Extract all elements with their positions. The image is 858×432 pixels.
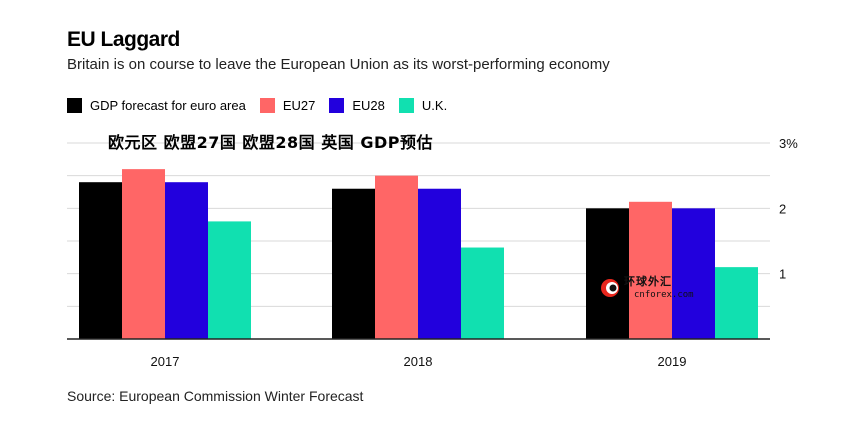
- bar-2017-u-k-: [208, 221, 251, 339]
- bar-2017-gdp-forecast-for-euro-area: [79, 182, 122, 339]
- legend-item-euro-area: GDP forecast for euro area: [67, 98, 246, 113]
- bar-2019-eu27: [629, 201, 672, 339]
- chart-title: EU Laggard: [67, 28, 180, 51]
- watermark-cn: 环球外汇: [624, 274, 672, 288]
- legend-swatch: [67, 98, 82, 113]
- watermark-en: cnforex.com: [634, 290, 694, 300]
- bar-2018-gdp-forecast-for-euro-area: [332, 188, 375, 339]
- legend-label: EU28: [352, 98, 385, 113]
- source-note: Source: European Commission Winter Forec…: [67, 388, 364, 404]
- y-tick-label: 3%: [779, 136, 798, 151]
- bar-2018-eu27: [375, 175, 418, 339]
- axes: 3% 2 1 2017 2018 2019: [67, 136, 798, 369]
- bar-2017-eu28: [165, 182, 208, 339]
- bars: [79, 169, 758, 339]
- legend-label: U.K.: [421, 98, 448, 113]
- legend-item-eu28: EU28: [329, 98, 385, 113]
- x-tick-label: 2018: [404, 354, 433, 369]
- legend-swatch: [259, 98, 275, 113]
- legend-item-eu27: EU27: [259, 98, 316, 113]
- bar-2017-eu27: [122, 169, 165, 339]
- legend-swatch: [398, 98, 414, 113]
- watermark-icon: 环球外汇 cnforex.com: [601, 274, 694, 300]
- bar-2019-u-k-: [715, 267, 758, 339]
- legend-item-uk: U.K.: [398, 98, 448, 113]
- bar-2018-eu28: [418, 188, 461, 339]
- watermark-logo: 环球外汇 cnforex.com: [600, 272, 710, 309]
- bar-2018-u-k-: [461, 247, 504, 339]
- legend-label: GDP forecast for euro area: [90, 98, 246, 113]
- legend-label: EU27: [282, 98, 316, 113]
- x-tick-label: 2017: [151, 354, 180, 369]
- y-tick-label: 2: [779, 201, 786, 216]
- overlay-caption: 欧元区 欧盟27国 欧盟28国 英国 GDP预估: [108, 133, 433, 152]
- x-tick-label: 2019: [658, 354, 687, 369]
- legend-swatch: [329, 98, 345, 113]
- chart-subtitle: Britain is on course to leave the Europe…: [67, 56, 610, 73]
- y-tick-label: 1: [779, 267, 786, 282]
- bar-2019-gdp-forecast-for-euro-area: [586, 208, 629, 339]
- legend: GDP forecast for euro area EU27 EU28 U.K…: [67, 98, 461, 113]
- bar-2019-eu28: [672, 208, 715, 339]
